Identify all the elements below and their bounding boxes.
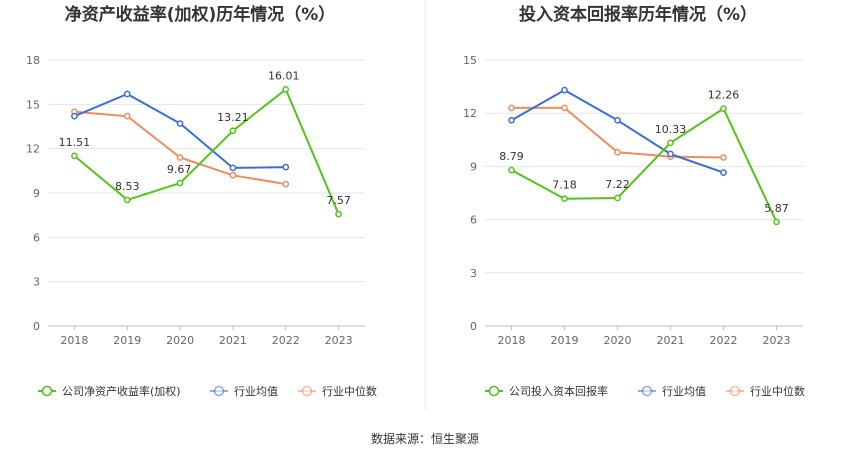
x-tick-label: 2020 <box>604 334 632 347</box>
y-tick-label: 15 <box>26 98 40 111</box>
legend-industry-mean: 行业均值 <box>210 385 278 398</box>
legend-industry-median: 行业中位数 <box>726 384 805 398</box>
x-tick-label: 2018 <box>498 334 526 347</box>
industry-mean-line-point <box>720 169 727 176</box>
company-line-point <box>508 166 515 174</box>
industry-mean-line-point <box>123 90 131 98</box>
y-tick-label: 3 <box>33 276 40 289</box>
legend-industry-mean: 行业均值 <box>638 385 706 398</box>
legend-company-marker <box>488 385 500 397</box>
company-line-point <box>229 127 237 135</box>
legend-company-label: 公司投入资本回报率 <box>509 384 608 398</box>
legend-industry-mean-label: 行业均值 <box>662 385 706 398</box>
industry-median-line-point <box>561 104 568 112</box>
legend-industry-median: 行业中位数 <box>298 384 377 398</box>
industry-median-line-point <box>614 148 621 156</box>
legend-industry-mean-marker <box>641 385 653 397</box>
x-tick-label: 2022 <box>272 334 300 347</box>
x-tick-label: 2022 <box>710 334 738 347</box>
legend-industry-median-label: 行业中位数 <box>322 384 377 398</box>
legend-company: 公司投入资本回报率 <box>485 384 608 398</box>
legend-company: 公司净资产收益率(加权) <box>38 384 181 398</box>
company-line-point <box>176 179 184 187</box>
data-label: 11.51 <box>59 136 91 149</box>
company-line-point <box>335 210 342 218</box>
y-tick-label: 6 <box>33 231 40 244</box>
y-tick-label: 9 <box>470 160 477 173</box>
industry-mean-line-point <box>561 86 568 94</box>
company-line-point <box>71 152 78 160</box>
company-line <box>511 107 778 223</box>
x-tick-label: 2023 <box>763 334 791 347</box>
data-label: 16.01 <box>268 69 300 82</box>
y-tick-label: 15 <box>463 54 477 67</box>
industry-mean-line <box>511 89 724 174</box>
industry-median-line-point <box>176 154 184 161</box>
x-tick-label: 2019 <box>113 334 141 347</box>
industry-mean-line-point <box>176 120 184 127</box>
legend-industry-median-label: 行业中位数 <box>750 384 805 398</box>
industry-mean-line-point <box>667 150 674 158</box>
y-tick-label: 3 <box>470 267 477 280</box>
roe-chart: 净资产收益率(加权)历年情况（%） 0 3 6 9 12 15 18 2018 2019 2020… <box>26 4 377 398</box>
y-tick-label: 9 <box>33 187 40 200</box>
industry-median-line-point <box>282 180 290 188</box>
company-line-point <box>123 196 131 204</box>
data-label: 8.79 <box>499 150 524 163</box>
company-line-point <box>773 218 780 226</box>
y-tick-label: 0 <box>33 320 40 333</box>
industry-mean-line-point <box>508 116 515 124</box>
company-line-point <box>720 105 727 112</box>
industry-median-line-point <box>508 104 515 112</box>
x-tick-label: 2021 <box>657 334 685 347</box>
industry-median-line-point <box>720 154 727 161</box>
data-label: 7.57 <box>326 194 351 207</box>
company-line-point <box>667 139 674 147</box>
company-line-point <box>561 195 568 203</box>
legend-industry-mean-label: 行业均值 <box>234 385 278 398</box>
data-label: 9.67 <box>167 163 192 176</box>
data-label: 7.18 <box>552 179 577 192</box>
data-label: 10.33 <box>655 123 687 136</box>
x-tick-label: 2020 <box>166 334 194 347</box>
data-label: 13.21 <box>217 111 249 124</box>
y-tick-label: 12 <box>26 143 40 156</box>
data-source-note: 数据来源：恒生聚源 <box>371 431 479 446</box>
company-line-point <box>282 86 290 93</box>
y-tick-label: 18 <box>26 54 40 67</box>
x-tick-label: 2019 <box>551 334 579 347</box>
data-label: 5.87 <box>764 202 789 215</box>
legend-industry-mean-marker <box>213 385 225 397</box>
industry-mean-line-point <box>71 112 78 120</box>
legend-industry-median-marker <box>301 385 313 397</box>
y-tick-label: 12 <box>463 107 477 120</box>
legend-company-label: 公司净资产收益率(加权) <box>62 384 181 398</box>
company-line-point <box>614 194 621 202</box>
industry-mean-line-point <box>282 163 290 171</box>
y-tick-label: 0 <box>470 320 477 333</box>
legend-company-marker <box>41 385 53 397</box>
x-tick-label: 2018 <box>60 334 88 347</box>
roic-chart-title: 投入资本回报率历年情况（%） <box>519 4 757 25</box>
y-tick-label: 6 <box>470 214 477 227</box>
legend-industry-median-marker <box>729 385 741 397</box>
company-line <box>73 88 340 215</box>
industry-mean-line-point <box>614 116 621 124</box>
industry-mean-line-point <box>229 164 237 172</box>
x-tick-label: 2021 <box>219 334 247 347</box>
industry-median-line-point <box>123 112 131 120</box>
x-tick-label: 2023 <box>325 334 353 347</box>
data-label: 7.22 <box>605 178 630 191</box>
industry-median-line-point <box>229 171 237 179</box>
data-label: 8.53 <box>115 180 140 193</box>
roe-chart-title: 净资产收益率(加权)历年情况（%） <box>65 4 336 25</box>
roic-chart: 投入资本回报率历年情况（%） 0 3 6 9 12 15 2018 2019 2020 2021 2… <box>463 4 805 398</box>
data-label: 12.26 <box>708 89 740 102</box>
